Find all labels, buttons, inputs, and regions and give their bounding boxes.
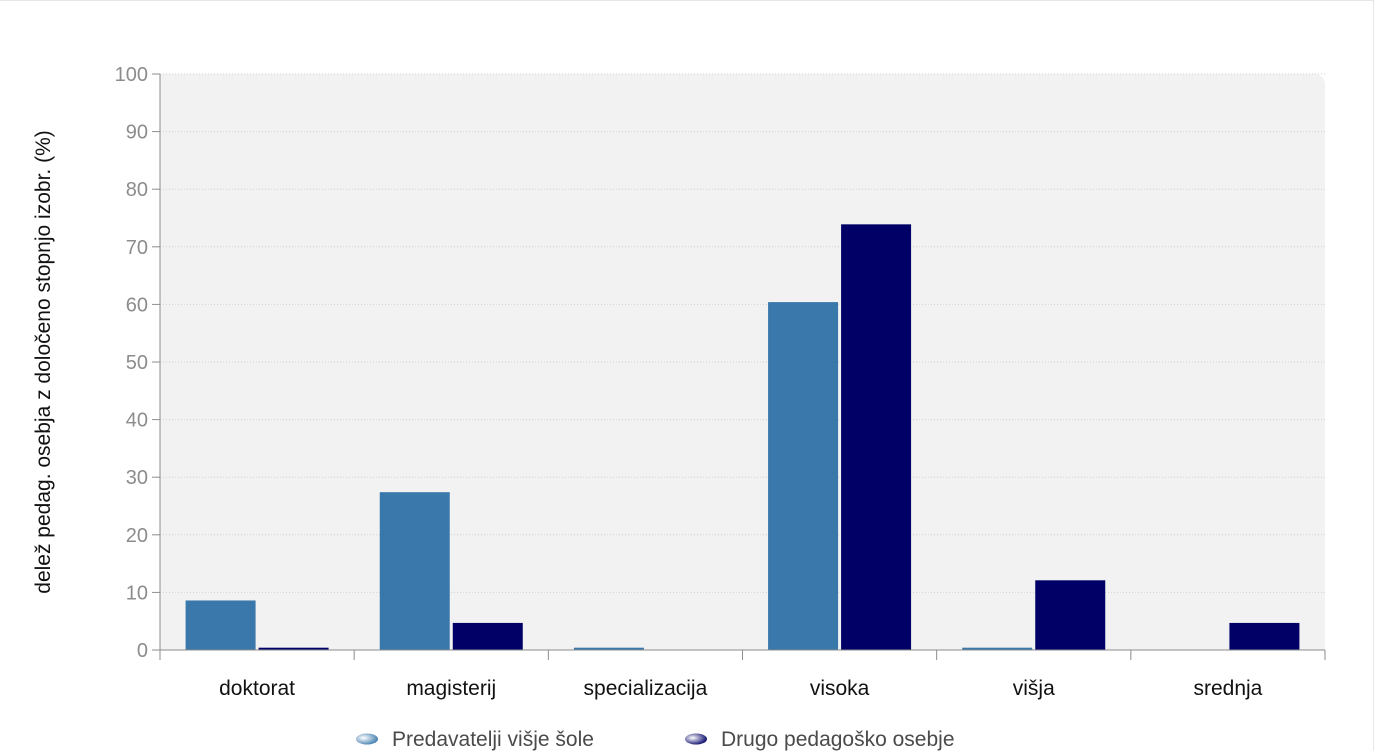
y-tick-label: 10 (126, 582, 148, 604)
bar[interactable] (962, 647, 1033, 650)
legend-marker[interactable] (356, 733, 378, 745)
bar[interactable] (1229, 622, 1300, 650)
bar[interactable] (573, 647, 644, 650)
y-tick-label: 30 (126, 467, 148, 489)
y-tick-label: 20 (126, 525, 148, 547)
bar[interactable] (1035, 580, 1106, 650)
legend-marker[interactable] (685, 733, 707, 745)
bars (185, 224, 1300, 650)
bar[interactable] (258, 647, 329, 650)
x-tick-label: doktorat (219, 677, 295, 700)
y-axis-title: delež pedag. osebja z določeno stopnjo i… (32, 130, 55, 593)
x-tick-label: magisterij (406, 677, 496, 700)
legend[interactable]: Predavatelji višje šole Drugo pedagoško o… (356, 728, 955, 751)
y-tick-label: 60 (126, 294, 148, 316)
legend-label[interactable]: Drugo pedagoško osebje (721, 728, 955, 751)
y-tick-label: 100 (115, 64, 148, 86)
bar[interactable] (185, 600, 256, 650)
x-tick-label: višja (1013, 677, 1055, 700)
x-tick-label: specializacija (584, 677, 708, 700)
y-tick-label: 40 (126, 410, 148, 432)
bar[interactable] (768, 302, 839, 650)
y-tick-label: 0 (137, 640, 148, 662)
y-tick-label: 80 (126, 179, 148, 201)
bar[interactable] (841, 224, 912, 650)
y-tick-label: 70 (126, 237, 148, 259)
bar[interactable] (379, 492, 450, 650)
x-tick-label: srednja (1193, 677, 1262, 700)
y-tick-labels: 0 10 20 30 40 50 60 70 80 90 100 (115, 64, 160, 662)
bar[interactable] (452, 622, 523, 650)
x-tick-labels: doktorat magisterij specializacija visoka vi… (159, 650, 1326, 700)
y-tick-label: 50 (126, 352, 148, 374)
grid-lines (160, 73, 1325, 593)
x-tick-label: visoka (810, 677, 870, 700)
legend-label[interactable]: Predavatelji višje šole (392, 728, 594, 751)
y-tick-label: 90 (126, 122, 148, 144)
